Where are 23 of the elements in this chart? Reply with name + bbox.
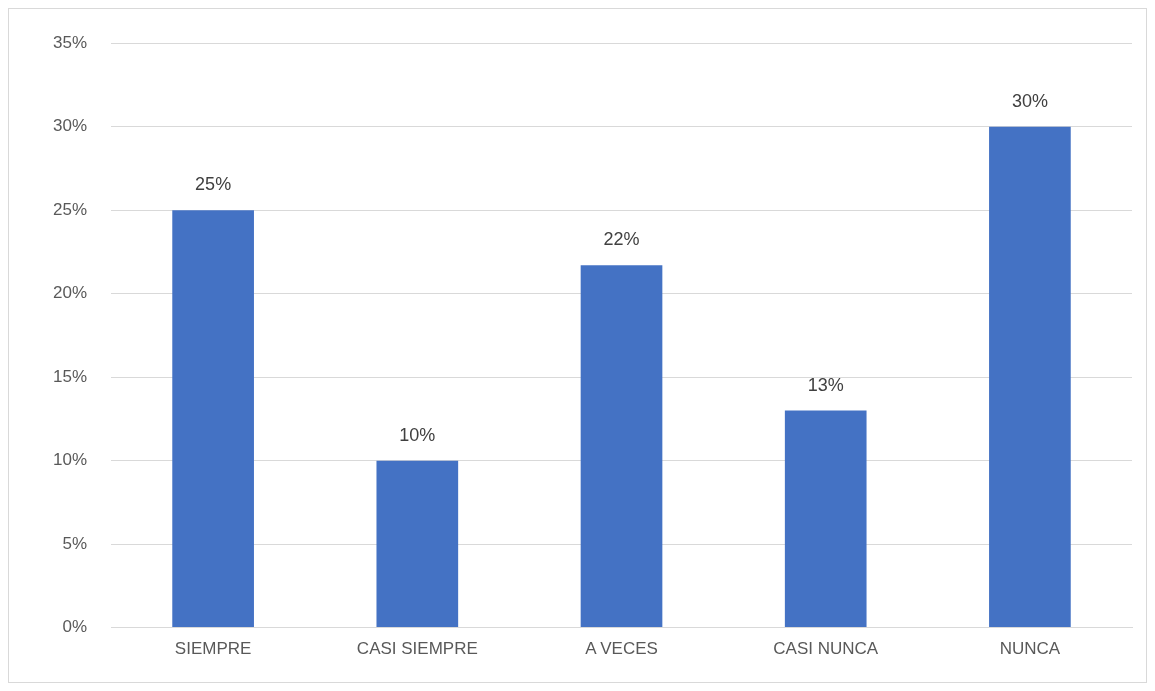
x-tick-label: A VECES xyxy=(585,639,658,659)
data-label: 22% xyxy=(603,229,640,250)
y-tick-label: 5% xyxy=(62,533,88,553)
bar xyxy=(376,460,459,628)
bar xyxy=(580,265,663,628)
data-label: 10% xyxy=(399,424,436,445)
data-label: 13% xyxy=(807,374,844,395)
bar xyxy=(172,210,254,628)
bar xyxy=(989,126,1071,628)
y-tick-label: 0% xyxy=(62,617,88,637)
y-tick-label: 10% xyxy=(52,450,88,470)
y-tick-label: 30% xyxy=(52,116,88,136)
bar xyxy=(784,410,867,628)
data-label: 25% xyxy=(195,174,232,195)
x-tick-label: CASI SIEMPRE xyxy=(356,639,478,659)
x-tick-label: SIEMPRE xyxy=(174,639,252,659)
x-tick-label: CASI NUNCA xyxy=(773,639,879,659)
data-label: 30% xyxy=(1011,90,1048,111)
y-tick-label: 20% xyxy=(52,283,88,303)
y-tick-label: 25% xyxy=(52,199,88,219)
y-tick-label: 35% xyxy=(52,32,88,52)
y-tick-label: 15% xyxy=(52,366,88,386)
x-tick-label: NUNCA xyxy=(999,639,1061,659)
